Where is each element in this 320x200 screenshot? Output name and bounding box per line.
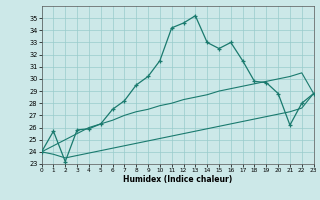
X-axis label: Humidex (Indice chaleur): Humidex (Indice chaleur): [123, 175, 232, 184]
